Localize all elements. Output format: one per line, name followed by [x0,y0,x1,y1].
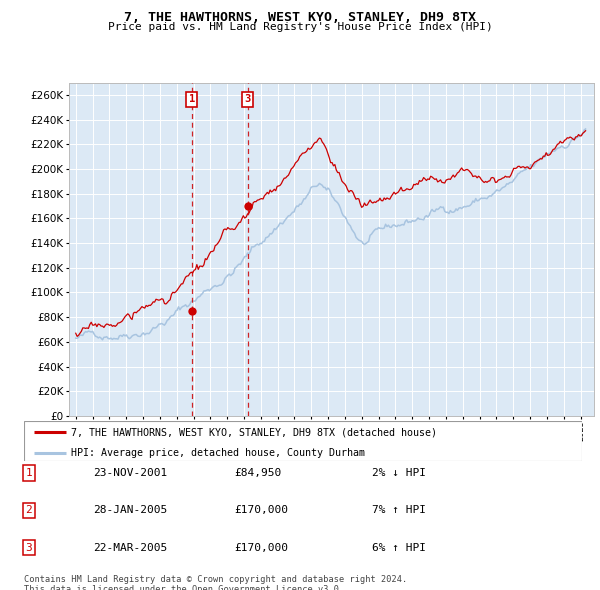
Text: 1: 1 [189,94,195,104]
Text: HPI: Average price, detached house, County Durham: HPI: Average price, detached house, Coun… [71,448,365,458]
Text: 7% ↑ HPI: 7% ↑ HPI [372,506,426,515]
Text: 3: 3 [245,94,251,104]
Text: £84,950: £84,950 [234,468,281,478]
Text: 7, THE HAWTHORNS, WEST KYO, STANLEY, DH9 8TX: 7, THE HAWTHORNS, WEST KYO, STANLEY, DH9… [124,11,476,24]
Text: 23-NOV-2001: 23-NOV-2001 [93,468,167,478]
Text: £170,000: £170,000 [234,506,288,515]
Text: 7, THE HAWTHORNS, WEST KYO, STANLEY, DH9 8TX (detached house): 7, THE HAWTHORNS, WEST KYO, STANLEY, DH9… [71,428,437,438]
Text: 1: 1 [25,468,32,478]
FancyBboxPatch shape [24,421,582,461]
Text: 22-MAR-2005: 22-MAR-2005 [93,543,167,552]
Text: 2: 2 [25,506,32,515]
Text: Price paid vs. HM Land Registry's House Price Index (HPI): Price paid vs. HM Land Registry's House … [107,22,493,32]
Text: 6% ↑ HPI: 6% ↑ HPI [372,543,426,552]
Text: Contains HM Land Registry data © Crown copyright and database right 2024.
This d: Contains HM Land Registry data © Crown c… [24,575,407,590]
Text: £170,000: £170,000 [234,543,288,552]
Text: 3: 3 [25,543,32,552]
Text: 28-JAN-2005: 28-JAN-2005 [93,506,167,515]
Text: 2% ↓ HPI: 2% ↓ HPI [372,468,426,478]
